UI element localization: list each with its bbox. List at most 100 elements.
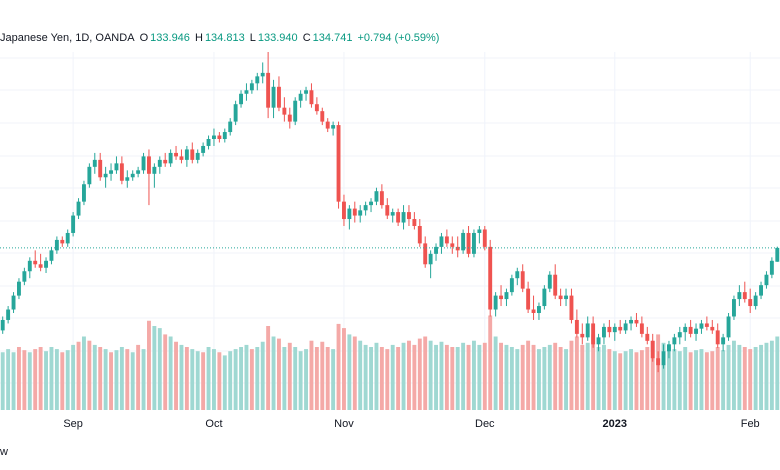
candle-body — [233, 104, 238, 122]
candle-body — [667, 344, 671, 352]
volume-bar — [27, 352, 32, 410]
volume-bar — [607, 349, 612, 410]
candle-body — [564, 295, 568, 300]
volume-bar — [466, 344, 471, 410]
candle-body — [0, 319, 5, 331]
volume-bar — [753, 347, 758, 410]
volume-bar — [677, 351, 682, 410]
candle-body — [775, 247, 780, 262]
volume-bar — [450, 347, 455, 410]
candle-body — [488, 246, 493, 310]
candle-body — [645, 333, 650, 341]
candle-body — [607, 326, 612, 333]
candle-body — [461, 232, 466, 251]
volume-bar — [434, 344, 438, 410]
volume-bar — [271, 336, 276, 410]
volume-bar — [71, 344, 76, 410]
candle-body — [444, 236, 449, 244]
volume-bar — [298, 351, 303, 410]
volume-bar — [732, 340, 736, 410]
candle-body — [206, 139, 211, 146]
volume-bar — [217, 352, 222, 410]
volume-bar — [688, 352, 693, 410]
candle-body — [748, 299, 753, 307]
candle-body — [222, 132, 227, 139]
volume-bar — [477, 344, 482, 410]
x-tick-label: Nov — [334, 418, 354, 430]
volume-bar — [65, 350, 70, 410]
candle-body — [558, 295, 563, 300]
candle-body — [71, 215, 76, 233]
candle-body — [363, 205, 368, 211]
candle-body — [688, 326, 693, 334]
volume-bar — [656, 334, 661, 410]
candle-body — [753, 295, 758, 307]
volume-bar — [33, 349, 38, 410]
candle-body — [82, 184, 86, 202]
volume-bar — [385, 349, 390, 410]
candle-body — [141, 156, 146, 171]
candle-body — [298, 93, 303, 101]
candle-body — [228, 121, 233, 133]
volume-bar — [125, 349, 130, 410]
candle-body — [726, 316, 731, 338]
candle-body — [49, 250, 54, 261]
volume-bar — [623, 351, 628, 410]
candle-body — [656, 358, 661, 366]
candle-body — [374, 191, 379, 202]
candle-body — [184, 149, 189, 160]
volume-bar — [759, 344, 763, 410]
candle-body — [612, 326, 617, 333]
candle-body — [190, 149, 195, 160]
volume-bar — [336, 323, 341, 410]
volume-bar — [401, 342, 406, 410]
candle-body — [152, 166, 157, 174]
candle-body — [623, 323, 628, 331]
volume-bar — [423, 336, 428, 410]
candle-body — [17, 281, 21, 296]
candle-body — [412, 219, 417, 226]
candle-body — [482, 229, 487, 247]
volume-bar — [222, 355, 227, 410]
candle-body — [715, 330, 720, 345]
volume-bar — [699, 349, 704, 410]
candle-body — [672, 337, 677, 345]
candle-body — [260, 72, 265, 77]
volume-bar — [634, 352, 639, 410]
candle-body — [683, 326, 688, 333]
candle-body — [87, 166, 92, 185]
volume-bar — [352, 336, 357, 410]
volume-bar — [721, 350, 726, 410]
volume-bar — [331, 349, 336, 410]
footer-text: w — [0, 446, 8, 458]
volume-bar — [119, 347, 124, 410]
volume-bar — [114, 350, 119, 410]
candle-body — [553, 274, 558, 296]
volume-bar — [499, 342, 503, 410]
volume-bar — [580, 344, 585, 410]
candle-body — [195, 152, 200, 160]
volume-bar — [38, 347, 43, 410]
volume-bar — [553, 342, 558, 410]
volume-bar — [109, 352, 113, 410]
volume-bar — [694, 350, 698, 410]
volume-bar — [130, 352, 135, 410]
candle-body — [369, 201, 373, 206]
chart-legend: Japanese Yen, 1D, OANDA O 133.946 H 134.81… — [0, 32, 441, 44]
volume-bar — [428, 340, 433, 410]
candle-body — [255, 76, 260, 84]
x-tick-label: Oct — [205, 418, 222, 430]
candle-body — [477, 229, 482, 233]
volume-bar — [206, 347, 211, 410]
high-label: H — [194, 32, 203, 44]
candle-body — [596, 337, 601, 345]
volume-bar — [547, 344, 552, 410]
candle-body — [54, 239, 59, 251]
volume-bar — [212, 349, 216, 410]
volume-bar — [195, 351, 200, 410]
candle-body — [103, 173, 108, 178]
volume-bar — [602, 344, 606, 410]
volume-bar — [612, 351, 617, 410]
